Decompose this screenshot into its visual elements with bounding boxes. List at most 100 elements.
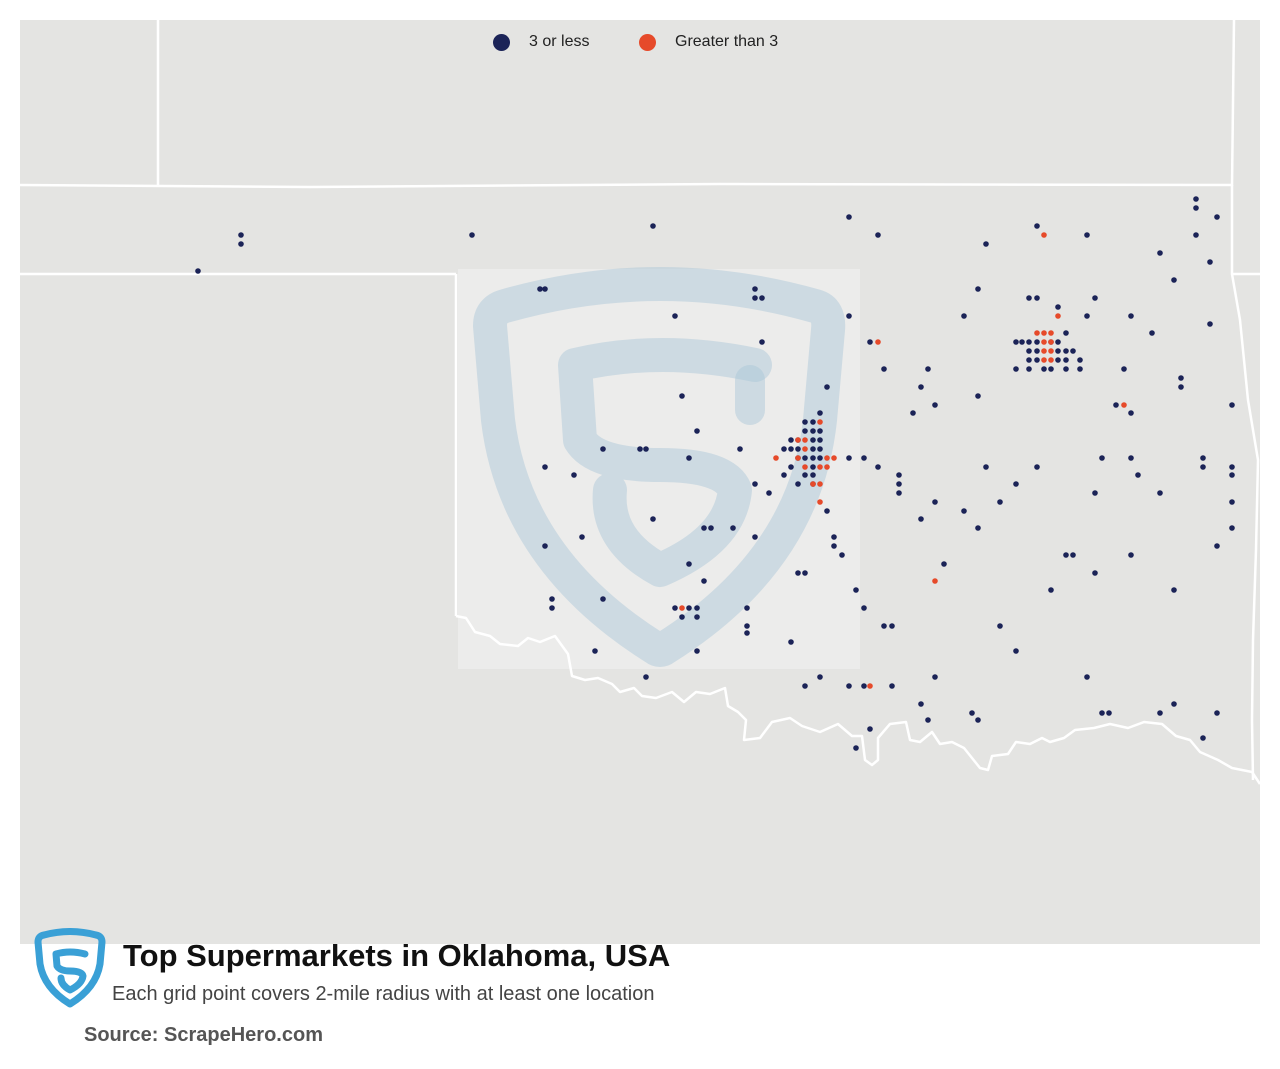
location-dot-low: [925, 366, 931, 372]
border-panhandle-north: [20, 182, 1234, 189]
location-dot-high: [802, 464, 808, 470]
location-dot-low: [542, 464, 548, 470]
location-dot-low: [983, 464, 989, 470]
location-dot-low: [795, 570, 801, 576]
location-dot-low: [1229, 464, 1235, 470]
location-dot-high: [1048, 330, 1054, 336]
location-dot-low: [1070, 348, 1076, 354]
location-dot-low: [1026, 339, 1032, 345]
location-dot-low: [1121, 366, 1127, 372]
location-dot-low: [918, 701, 924, 707]
location-dot-high: [1041, 339, 1047, 345]
location-dot-low: [1026, 295, 1032, 301]
location-dot-low: [592, 648, 598, 654]
location-dot-low: [918, 516, 924, 522]
location-dot-high: [802, 446, 808, 452]
location-dot-low: [1055, 348, 1061, 354]
location-dot-low: [1200, 464, 1206, 470]
location-dot-low: [1063, 330, 1069, 336]
location-dot-low: [701, 578, 707, 584]
location-dot-low: [672, 605, 678, 611]
location-dot-low: [1034, 295, 1040, 301]
location-dot-low: [1034, 223, 1040, 229]
location-dot-low: [1013, 648, 1019, 654]
location-dot-low: [975, 286, 981, 292]
location-dot-low: [1099, 455, 1105, 461]
location-dot-low: [867, 726, 873, 732]
location-dot-low: [1092, 570, 1098, 576]
location-dot-low: [1055, 339, 1061, 345]
location-dot-low: [542, 286, 548, 292]
location-dot-low: [549, 596, 555, 602]
legend-item-3-or-less: 3 or less: [493, 32, 589, 52]
location-dot-low: [788, 437, 794, 443]
location-dot-low: [1048, 366, 1054, 372]
location-dot-low: [1041, 366, 1047, 372]
location-dot-low: [1178, 384, 1184, 390]
location-dot-low: [853, 745, 859, 751]
location-dot-low: [1135, 472, 1141, 478]
location-dot-low: [817, 674, 823, 680]
location-dot-low: [1171, 701, 1177, 707]
scrapehero-shield-logo-icon: [30, 928, 110, 1010]
border-kansas-missouri: [1230, 20, 1236, 187]
location-dot-low: [975, 393, 981, 399]
location-dot-low: [861, 605, 867, 611]
location-dot-low: [195, 268, 201, 274]
map-area[interactable]: [20, 20, 1260, 944]
border-red-river: [455, 614, 1260, 785]
location-dot-low: [881, 366, 887, 372]
location-dot-low: [744, 623, 750, 629]
location-dot-low: [810, 472, 816, 478]
location-dot-low: [1149, 330, 1155, 336]
location-dot-high: [1041, 232, 1047, 238]
location-dot-high: [1048, 348, 1054, 354]
location-dot-low: [650, 516, 656, 522]
location-dot-low: [1077, 366, 1083, 372]
location-dot-high: [1048, 357, 1054, 363]
location-dot-low: [1063, 552, 1069, 558]
location-dot-low: [1128, 552, 1134, 558]
location-dot-low: [1128, 313, 1134, 319]
location-dot-low: [759, 339, 765, 345]
location-dot-low: [810, 464, 816, 470]
location-dot-high: [773, 455, 779, 461]
location-dot-high: [1048, 339, 1054, 345]
location-dot-low: [694, 428, 700, 434]
location-dot-low: [1055, 357, 1061, 363]
location-dot-low: [788, 464, 794, 470]
location-dot-low: [810, 437, 816, 443]
location-dot-low: [1013, 339, 1019, 345]
location-dot-low: [983, 241, 989, 247]
location-dot-high: [932, 578, 938, 584]
location-dot-low: [1214, 214, 1220, 220]
location-dot-low: [846, 214, 852, 220]
location-dot-low: [1128, 455, 1134, 461]
location-dot-low: [788, 446, 794, 452]
location-dot-low: [537, 286, 543, 292]
location-dot-low: [1092, 295, 1098, 301]
location-dot-low: [875, 232, 881, 238]
location-dot-low: [1026, 366, 1032, 372]
location-dot-low: [1157, 490, 1163, 496]
location-dot-low: [1099, 710, 1105, 716]
location-dot-low: [1157, 250, 1163, 256]
location-dot-low: [672, 313, 678, 319]
location-dot-low: [579, 534, 585, 540]
location-dot-low: [889, 623, 895, 629]
location-dot-high: [1121, 402, 1127, 408]
location-dot-low: [752, 481, 758, 487]
location-dot-high: [817, 464, 823, 470]
location-dot-low: [752, 286, 758, 292]
location-dot-low: [679, 393, 685, 399]
location-dot-low: [932, 402, 938, 408]
location-dot-low: [1193, 196, 1199, 202]
location-dot-low: [802, 472, 808, 478]
location-dot-low: [932, 499, 938, 505]
location-dot-low: [881, 623, 887, 629]
location-dot-low: [802, 419, 808, 425]
location-dot-low: [817, 428, 823, 434]
location-dot-high: [817, 481, 823, 487]
location-dot-low: [1070, 552, 1076, 558]
location-dot-low: [802, 570, 808, 576]
